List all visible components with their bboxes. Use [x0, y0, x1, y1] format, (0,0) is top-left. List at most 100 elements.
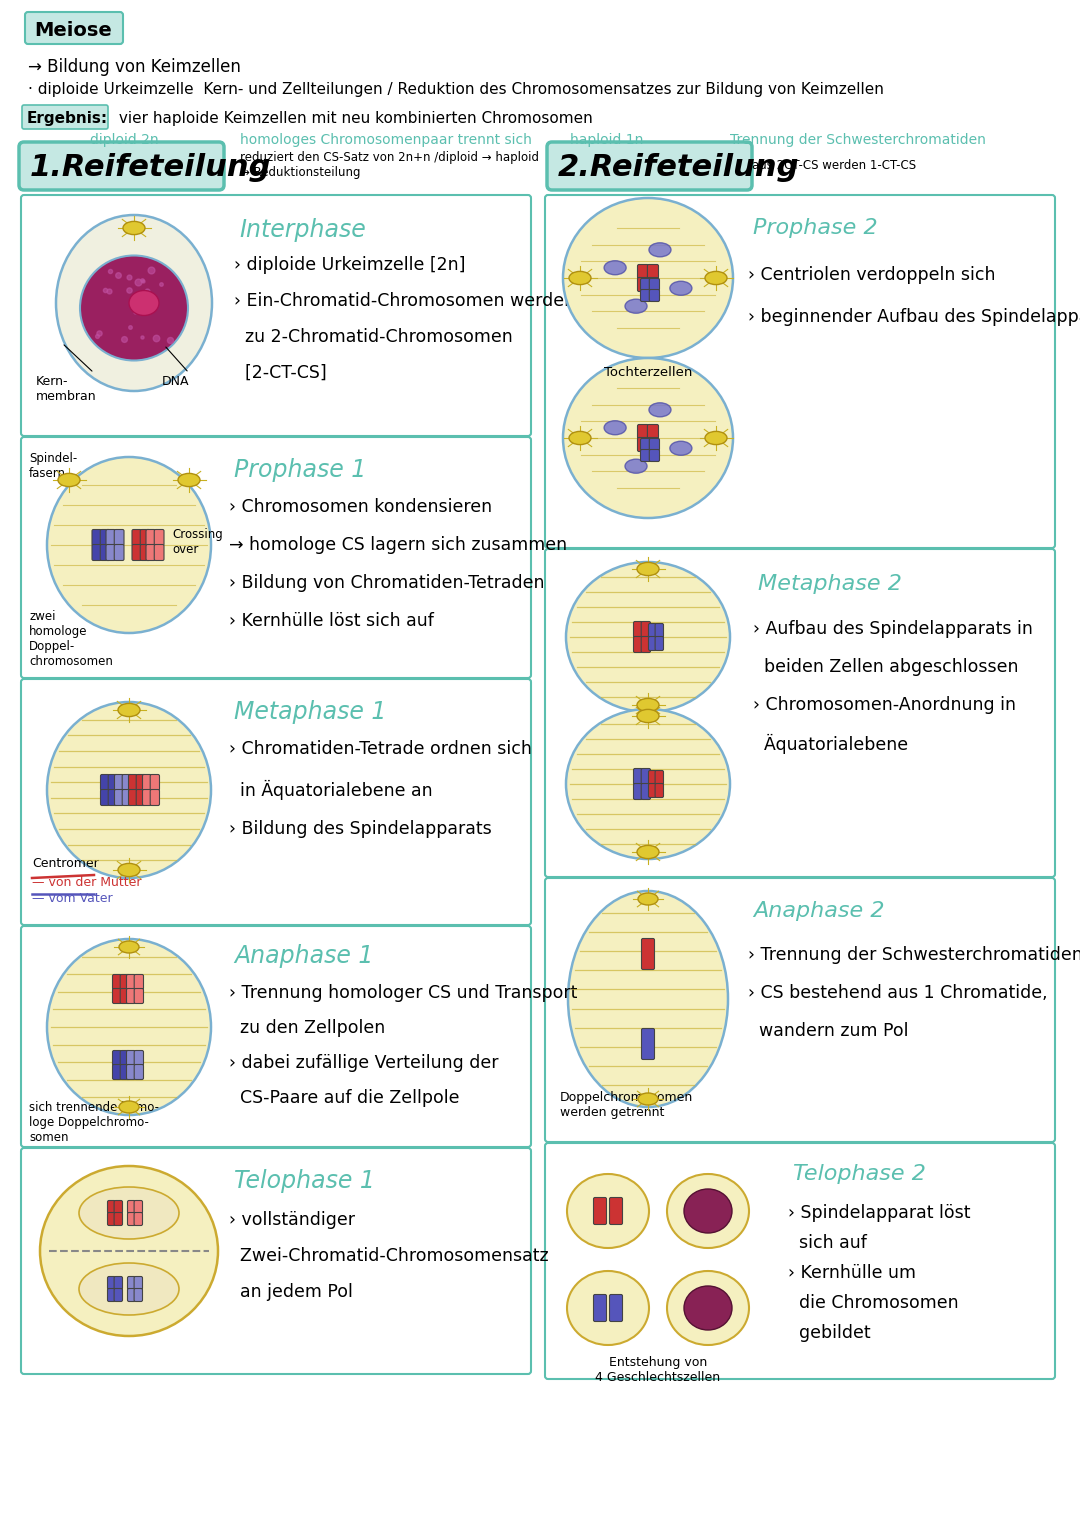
FancyBboxPatch shape — [640, 278, 650, 290]
FancyBboxPatch shape — [594, 1197, 607, 1225]
FancyBboxPatch shape — [648, 637, 657, 651]
FancyBboxPatch shape — [140, 530, 150, 545]
Text: → Reduktionsteilung: → Reduktionsteilung — [240, 166, 361, 179]
FancyBboxPatch shape — [127, 1289, 136, 1301]
FancyBboxPatch shape — [114, 789, 124, 806]
Text: Anaphase 1: Anaphase 1 — [234, 944, 374, 968]
Text: 2.Reifeteilung: 2.Reifeteilung — [558, 154, 799, 183]
Text: Zwei-Chromatid-Chromosomensatz: Zwei-Chromatid-Chromosomensatz — [229, 1248, 549, 1264]
FancyBboxPatch shape — [134, 1051, 144, 1066]
FancyBboxPatch shape — [106, 545, 116, 560]
FancyBboxPatch shape — [114, 1289, 122, 1301]
FancyBboxPatch shape — [637, 438, 649, 452]
FancyBboxPatch shape — [127, 1212, 136, 1226]
FancyBboxPatch shape — [100, 774, 110, 791]
Ellipse shape — [649, 403, 671, 417]
Ellipse shape — [637, 562, 659, 576]
Text: haploid 1n: haploid 1n — [570, 133, 644, 147]
Text: › vollständiger: › vollständiger — [229, 1211, 355, 1229]
FancyBboxPatch shape — [647, 425, 659, 438]
FancyBboxPatch shape — [609, 1197, 622, 1225]
FancyBboxPatch shape — [648, 783, 657, 797]
FancyBboxPatch shape — [19, 142, 224, 189]
FancyBboxPatch shape — [609, 1295, 622, 1321]
Ellipse shape — [48, 457, 211, 634]
FancyBboxPatch shape — [114, 1212, 122, 1226]
Text: → Bildung von Keimzellen: → Bildung von Keimzellen — [28, 58, 241, 76]
Ellipse shape — [58, 473, 80, 487]
Ellipse shape — [625, 299, 647, 313]
Text: — vom Vater: — vom Vater — [32, 892, 112, 906]
FancyBboxPatch shape — [92, 530, 102, 545]
FancyBboxPatch shape — [647, 264, 659, 278]
FancyBboxPatch shape — [656, 623, 663, 637]
FancyBboxPatch shape — [143, 789, 152, 806]
Ellipse shape — [667, 1270, 750, 1345]
Ellipse shape — [569, 432, 591, 444]
FancyBboxPatch shape — [134, 1064, 144, 1080]
FancyBboxPatch shape — [108, 1200, 116, 1214]
Text: › Chromosomen-Anordnung in: › Chromosomen-Anordnung in — [753, 696, 1016, 715]
FancyBboxPatch shape — [154, 530, 164, 545]
FancyBboxPatch shape — [150, 774, 160, 791]
Text: zu 2-Chromatid-Chromosomen: zu 2-Chromatid-Chromosomen — [234, 328, 513, 347]
FancyBboxPatch shape — [642, 637, 650, 652]
Text: Meiose: Meiose — [33, 21, 111, 41]
FancyBboxPatch shape — [92, 545, 102, 560]
Text: › beginnender Aufbau des Spindelapparats: › beginnender Aufbau des Spindelapparats — [748, 308, 1080, 325]
Ellipse shape — [80, 255, 188, 360]
Text: CS-Paare auf die Zellpole: CS-Paare auf die Zellpole — [229, 1089, 459, 1107]
FancyBboxPatch shape — [108, 789, 118, 806]
Ellipse shape — [567, 1174, 649, 1248]
FancyBboxPatch shape — [649, 449, 660, 461]
FancyBboxPatch shape — [114, 774, 124, 791]
Ellipse shape — [667, 1174, 750, 1248]
Text: Entstehung von
4 Geschlechtszellen: Entstehung von 4 Geschlechtszellen — [595, 1356, 720, 1383]
Ellipse shape — [129, 290, 159, 316]
FancyBboxPatch shape — [126, 988, 136, 1003]
FancyBboxPatch shape — [642, 783, 650, 800]
Text: › Trennung der Schwesterchromatiden: › Trennung der Schwesterchromatiden — [748, 947, 1080, 964]
Text: vier haploide Keimzellen mit neu kombinierten Chromosomen: vier haploide Keimzellen mit neu kombini… — [114, 111, 593, 127]
FancyBboxPatch shape — [143, 774, 152, 791]
Ellipse shape — [638, 1093, 658, 1106]
FancyBboxPatch shape — [129, 789, 138, 806]
FancyBboxPatch shape — [637, 278, 649, 292]
FancyBboxPatch shape — [106, 530, 116, 545]
FancyBboxPatch shape — [134, 988, 144, 1003]
FancyBboxPatch shape — [112, 988, 122, 1003]
FancyBboxPatch shape — [108, 1277, 116, 1289]
FancyBboxPatch shape — [594, 1295, 607, 1321]
Text: 1.Reifeteilung: 1.Reifeteilung — [30, 154, 271, 183]
Text: die Chromosomen: die Chromosomen — [788, 1293, 959, 1312]
Ellipse shape — [567, 1270, 649, 1345]
Text: Kern-
membran: Kern- membran — [36, 376, 96, 403]
Text: › Kernhülle um: › Kernhülle um — [788, 1264, 916, 1283]
FancyBboxPatch shape — [108, 1289, 116, 1301]
Ellipse shape — [118, 863, 140, 876]
Ellipse shape — [705, 272, 727, 284]
FancyBboxPatch shape — [25, 12, 123, 44]
Text: · diploide Urkeimzelle  Kern- und Zellteilungen / Reduktion des Chromosomensatze: · diploide Urkeimzelle Kern- und Zelltei… — [28, 82, 883, 98]
FancyBboxPatch shape — [649, 290, 660, 301]
FancyBboxPatch shape — [642, 768, 650, 785]
FancyBboxPatch shape — [21, 437, 531, 678]
Text: Telophase 1: Telophase 1 — [234, 1170, 375, 1193]
FancyBboxPatch shape — [136, 789, 146, 806]
FancyBboxPatch shape — [546, 142, 752, 189]
FancyBboxPatch shape — [146, 530, 156, 545]
FancyBboxPatch shape — [642, 1029, 654, 1060]
FancyBboxPatch shape — [154, 545, 164, 560]
Text: reduziert den CS-Satz von 2n+n /diploid → haploid: reduziert den CS-Satz von 2n+n /diploid … — [240, 151, 539, 163]
Text: Tochterzellen: Tochterzellen — [604, 366, 692, 379]
Text: › Ein-Chromatid-Chromosomen werden: › Ein-Chromatid-Chromosomen werden — [234, 292, 576, 310]
FancyBboxPatch shape — [100, 545, 110, 560]
Text: homologes Chromosomenpaar trennt sich: homologes Chromosomenpaar trennt sich — [240, 133, 531, 147]
FancyBboxPatch shape — [637, 264, 649, 278]
FancyBboxPatch shape — [647, 438, 659, 452]
FancyBboxPatch shape — [649, 278, 660, 290]
Ellipse shape — [566, 709, 730, 860]
FancyBboxPatch shape — [640, 449, 650, 461]
Ellipse shape — [637, 710, 659, 722]
Text: › CS bestehend aus 1 Chromatide,: › CS bestehend aus 1 Chromatide, — [748, 983, 1048, 1002]
